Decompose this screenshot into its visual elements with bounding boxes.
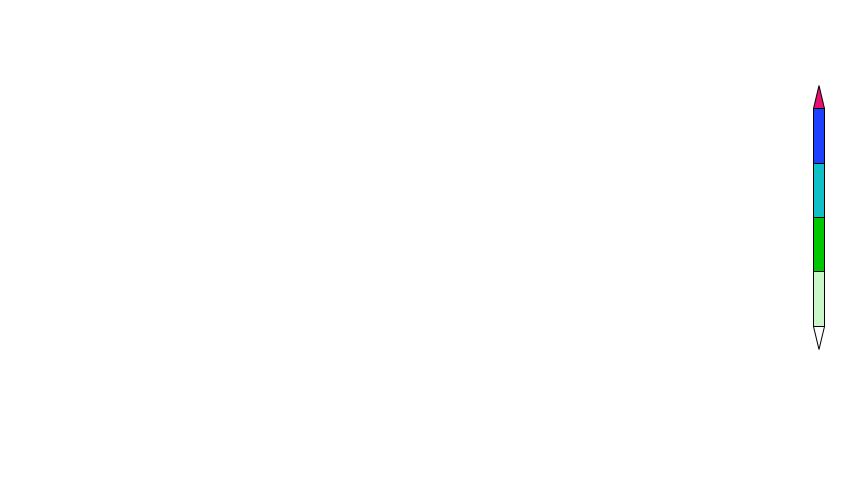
colorbar-segment-25-60 [813, 108, 825, 164]
colorbar-under-arrow [813, 326, 825, 350]
colorbar-over-arrow [813, 85, 825, 109]
colorbar-segment-0.1-4 [813, 271, 825, 327]
colorbar-segment-4-13 [813, 217, 825, 272]
colorbar-segment-13-25 [813, 163, 825, 218]
